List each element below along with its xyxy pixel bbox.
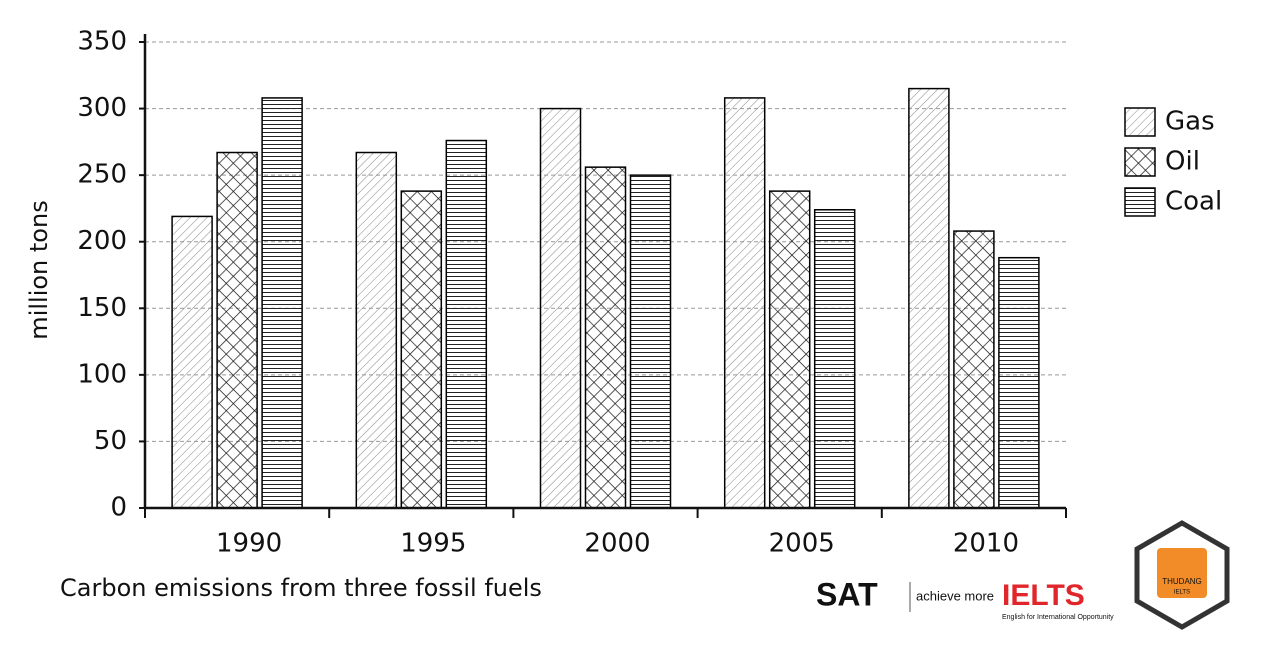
y-tick-label: 200 [77,226,127,256]
x-tick-label: 2010 [953,529,1019,559]
plot: 0 50 100 150 200 250 300 350 1990 1995 2000 2005 201… [77,27,1222,559]
bar [908,87,950,509]
bar [584,166,627,509]
bar [539,107,582,509]
sat-tagline: achieve more [916,588,994,603]
legend-swatch [1124,107,1156,137]
bar [768,190,811,509]
y-axis-label: million tons [25,200,53,339]
sat-logo: SAT [816,576,878,612]
bar [171,215,213,509]
legend-swatch [1124,147,1156,177]
bar [998,256,1040,509]
branding: SAT achieve more IELTS English for Inter… [816,520,1230,630]
logo-text: THUDANG [1162,577,1202,586]
y-tick-label: 0 [110,493,127,523]
legend-label: Gas [1165,107,1215,137]
x-tick-label: 1990 [216,529,282,559]
bar [261,97,303,509]
y-tick-label: 50 [94,426,127,456]
y-tick-label: 100 [77,359,127,389]
bar [723,97,766,509]
bar [953,230,995,509]
bar [355,151,398,509]
legend-label: Oil [1165,147,1200,177]
bar [813,209,856,509]
x-tick-label: 2005 [769,529,835,559]
x-tick-label: 1995 [400,529,466,559]
ielts-tagline: English for International Opportunity [1002,614,1114,621]
logo-inner [1157,548,1207,598]
legend-swatch [1124,187,1156,217]
ielts-logo: IELTS [1002,579,1085,612]
bar [629,174,672,509]
bar [445,139,488,509]
legend-label: Coal [1165,187,1222,217]
y-tick-label: 350 [77,27,127,57]
bar [216,151,258,509]
x-tick-label: 2000 [584,529,650,559]
chart-title: Carbon emissions from three fossil fuels [60,574,542,602]
logo-sub: IELTS [1174,590,1190,596]
y-tick-label: 250 [77,160,127,190]
y-tick-label: 300 [77,93,127,123]
y-tick-label: 150 [77,293,127,323]
bar [400,190,443,509]
